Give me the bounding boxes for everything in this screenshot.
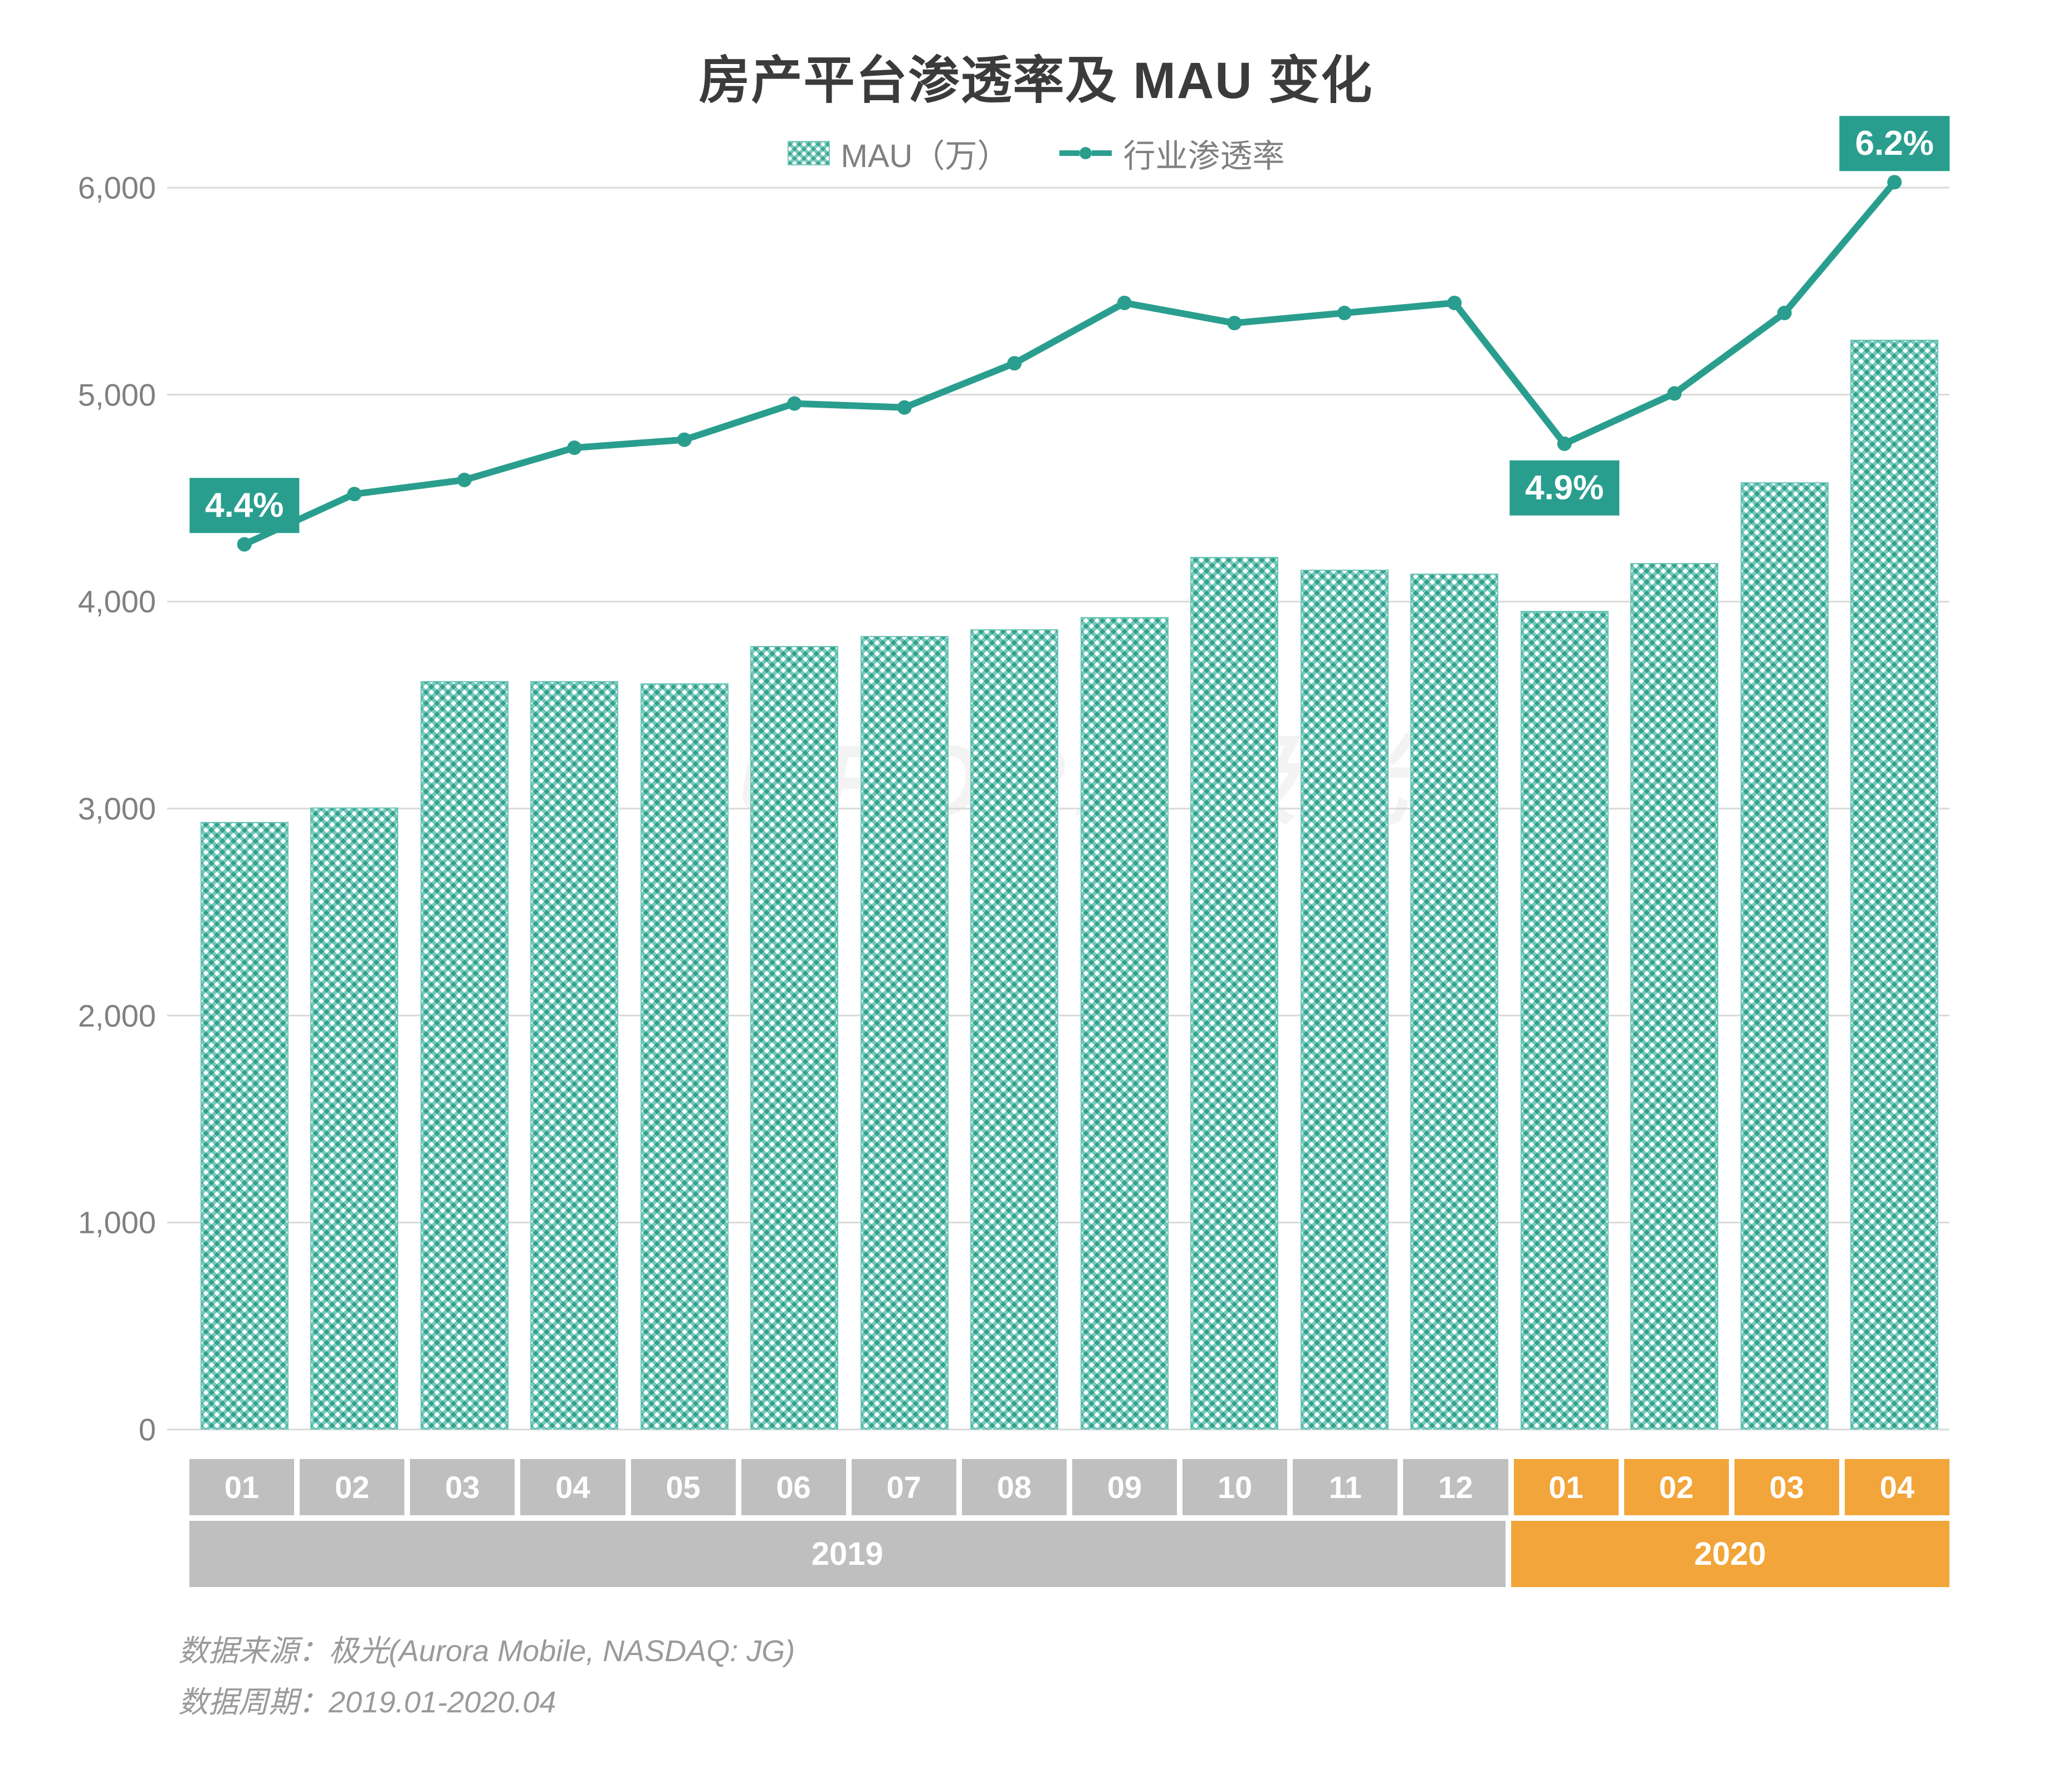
x-month-box: 04 [520,1459,625,1515]
y-tick-label: 1,000 [11,1205,156,1241]
y-tick-label: 2,000 [11,997,156,1034]
bar [530,681,618,1429]
bar [310,807,398,1429]
bar-column [1069,188,1180,1429]
bar-column [1620,188,1730,1429]
x-year-box: 2020 [1511,1521,1950,1587]
bar-column [629,188,740,1429]
legend-item-line: 行业渗透率 [1059,130,1284,177]
bar [1301,570,1389,1429]
x-month-box: 06 [741,1459,846,1515]
line-callout: 4.9% [1509,461,1619,516]
bar-column [1729,188,1840,1429]
bar [201,822,289,1429]
bar [970,629,1058,1429]
bar [1521,611,1609,1429]
x-month-box: 09 [1072,1459,1177,1515]
x-month-box: 04 [1845,1459,1949,1515]
bar-column [1289,188,1400,1429]
bar [1630,563,1718,1429]
x-month-box: 03 [1734,1459,1839,1515]
bar [1850,340,1938,1429]
y-tick-label: 3,000 [11,791,156,827]
bar-series [189,188,1949,1429]
bar-column [409,188,520,1429]
page: 房产平台渗透率及 MAU 变化 MAU（万） 行业渗透率 AURORA 极光 0… [0,0,2072,1782]
x-month-box: 10 [1182,1459,1287,1515]
bar [750,646,838,1429]
bar [861,636,949,1429]
footnote-source: 数据来源：极光(Aurora Mobile, NASDAQ: JG) [178,1626,795,1677]
x-month-box: 11 [1293,1459,1397,1515]
x-month-box: 12 [1403,1459,1508,1515]
y-tick-label: 4,000 [11,584,156,620]
bar [1741,482,1829,1429]
x-year-box: 2019 [189,1521,1506,1587]
y-tick-label: 0 [11,1412,156,1448]
plot-area: AURORA 极光 01,0002,0003,0004,0005,0006,00… [89,188,1983,1429]
legend: MAU（万） 行业渗透率 [89,130,1983,177]
bar [421,681,509,1429]
footnote-period: 数据周期：2019.01-2020.04 [178,1677,795,1729]
x-month-box: 08 [962,1459,1067,1515]
footnotes: 数据来源：极光(Aurora Mobile, NASDAQ: JG) 数据周期：… [178,1626,795,1729]
chart-title: 房产平台渗透率及 MAU 变化 [89,39,1983,113]
x-month-box: 02 [300,1459,404,1515]
bar [641,683,729,1429]
bar [1410,574,1498,1429]
bar-column [520,188,630,1429]
bar-swatch-icon [788,141,830,165]
line-callout: 6.2% [1840,116,1949,171]
bar-column [1180,188,1290,1429]
bar-column [1509,188,1620,1429]
bar [1081,617,1169,1429]
bar-column [1840,188,1950,1429]
x-axis-years: 20192020 [189,1521,1949,1587]
line-callout: 4.4% [189,478,299,533]
bar-column [300,188,410,1429]
legend-bar-label: MAU（万） [841,130,1010,177]
bar-column [849,188,960,1429]
x-month-box: 02 [1624,1459,1729,1515]
y-tick-label: 6,000 [11,170,156,206]
chart: 房产平台渗透率及 MAU 变化 MAU（万） 行业渗透率 AURORA 极光 0… [89,39,1983,1429]
y-tick-label: 5,000 [11,376,156,413]
x-month-box: 01 [189,1459,294,1515]
bar-column [189,188,300,1429]
bar-column [1400,188,1510,1429]
line-swatch-icon [1059,147,1112,159]
x-month-box: 01 [1514,1459,1619,1515]
x-month-box: 07 [852,1459,956,1515]
x-month-box: 05 [631,1459,736,1515]
bar-column [740,188,850,1429]
x-axis: 01020304050607080910111201020304 2019202… [89,1459,1983,1587]
legend-line-label: 行业渗透率 [1123,130,1284,177]
legend-item-bar: MAU（万） [788,130,1010,177]
x-axis-months: 01020304050607080910111201020304 [189,1459,1949,1515]
bar-column [960,188,1070,1429]
x-month-box: 03 [410,1459,515,1515]
bar [1190,557,1278,1429]
